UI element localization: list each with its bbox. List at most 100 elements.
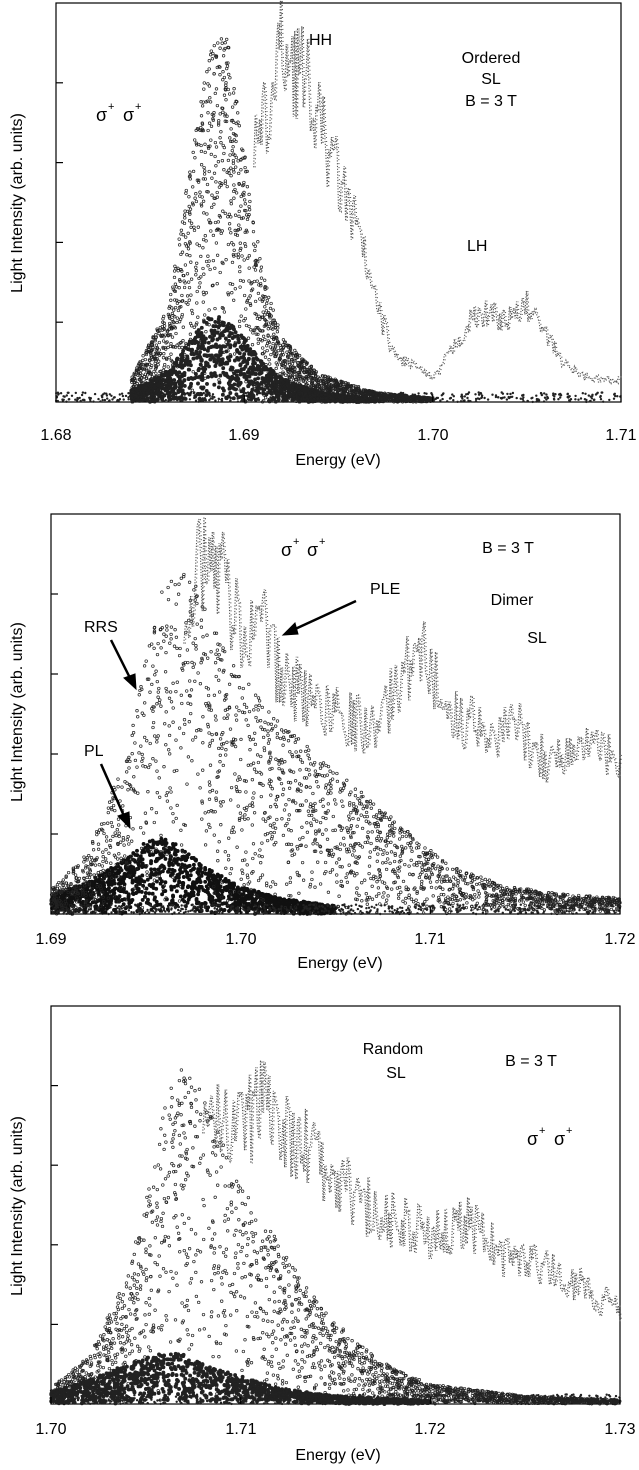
baseline-point bbox=[226, 396, 229, 399]
baseline-point bbox=[554, 393, 557, 396]
baseline-point bbox=[537, 398, 540, 401]
baseline-point bbox=[269, 396, 272, 399]
baseline-point bbox=[81, 391, 85, 394]
rrs-point bbox=[223, 112, 227, 116]
rrs-point bbox=[296, 364, 300, 368]
rrs-point bbox=[191, 203, 195, 207]
baseline-point bbox=[246, 391, 250, 394]
rrs-point bbox=[220, 181, 224, 186]
pl-point bbox=[236, 340, 241, 345]
baseline-point bbox=[361, 398, 364, 401]
rrs-point bbox=[240, 343, 245, 347]
rrs-point bbox=[242, 258, 246, 262]
pl-point bbox=[209, 881, 213, 885]
baseline-point bbox=[111, 398, 114, 401]
pl-point bbox=[212, 382, 217, 387]
rrs-point bbox=[227, 72, 231, 77]
pl-point bbox=[140, 398, 145, 403]
rrs-point bbox=[232, 196, 236, 200]
baseline-point bbox=[89, 400, 92, 403]
pl-point bbox=[154, 879, 159, 884]
rrs-point bbox=[225, 170, 229, 175]
rrs-point bbox=[266, 327, 270, 331]
pl-point bbox=[163, 369, 168, 374]
baseline-point bbox=[146, 392, 149, 395]
baseline-point bbox=[373, 397, 376, 400]
rrs-point bbox=[206, 264, 210, 268]
pl-point bbox=[145, 877, 150, 882]
sigma-glyph: σ bbox=[123, 105, 134, 125]
baseline-point bbox=[469, 400, 472, 403]
rrs-point bbox=[177, 357, 181, 361]
baseline-point bbox=[214, 399, 217, 402]
rrs-point bbox=[195, 261, 199, 265]
rrs-point bbox=[304, 383, 308, 387]
rrs-point bbox=[210, 205, 214, 210]
baseline-point bbox=[522, 393, 525, 397]
pl-point bbox=[202, 340, 207, 345]
baseline-point bbox=[399, 391, 403, 394]
pl-point bbox=[228, 391, 233, 395]
rrs-point bbox=[287, 343, 291, 348]
baseline-point bbox=[168, 398, 171, 402]
pl-point bbox=[235, 355, 240, 360]
sigma-superscript: + bbox=[135, 101, 141, 113]
rrs-point bbox=[174, 285, 179, 289]
rrs-point bbox=[275, 363, 280, 367]
baseline-point bbox=[456, 400, 459, 403]
pl-point bbox=[182, 383, 187, 388]
pl-point bbox=[218, 362, 223, 367]
baseline-point bbox=[319, 396, 322, 400]
rrs-point bbox=[182, 273, 186, 278]
rrs-point bbox=[219, 130, 223, 134]
rrs-point bbox=[353, 388, 358, 392]
baseline-point bbox=[522, 400, 525, 403]
baseline-point bbox=[417, 394, 420, 398]
baseline-point bbox=[65, 400, 68, 403]
rrs-point bbox=[236, 255, 241, 260]
rrs-point bbox=[231, 161, 236, 166]
rrs-point bbox=[148, 388, 153, 392]
rrs-point bbox=[233, 187, 237, 192]
pl-point bbox=[140, 873, 145, 878]
rrs-point bbox=[169, 342, 173, 346]
rrs-point bbox=[248, 294, 252, 298]
sigma-superscript: + bbox=[108, 101, 114, 113]
baseline-point bbox=[355, 395, 358, 399]
pl-point bbox=[135, 848, 139, 853]
baseline-point bbox=[151, 393, 154, 396]
pl-point bbox=[193, 372, 198, 376]
rrs-point bbox=[217, 119, 221, 123]
rrs-point bbox=[136, 373, 140, 377]
pl-point bbox=[195, 330, 200, 335]
rrs-point bbox=[172, 308, 176, 312]
rrs-point bbox=[181, 299, 185, 303]
baseline-point bbox=[154, 391, 158, 394]
pl-point bbox=[140, 897, 145, 902]
rrs-point bbox=[235, 376, 239, 380]
rrs-point bbox=[206, 128, 210, 133]
series-rrs bbox=[129, 37, 435, 404]
rrs-point bbox=[199, 363, 203, 367]
rrs-point bbox=[162, 324, 167, 328]
baseline-point bbox=[397, 395, 401, 399]
rrs-point bbox=[261, 298, 265, 302]
rrs-point bbox=[263, 313, 267, 317]
pl-point bbox=[256, 382, 261, 387]
rrs-point bbox=[284, 343, 288, 348]
baseline-point bbox=[420, 397, 424, 400]
pl-point bbox=[253, 377, 258, 382]
rrs-point bbox=[217, 328, 221, 332]
rrs-point bbox=[238, 265, 242, 269]
pl-point bbox=[227, 326, 232, 331]
baseline-point bbox=[193, 396, 196, 400]
rrs-point bbox=[214, 180, 218, 184]
rrs-point bbox=[201, 199, 206, 203]
rrs-point bbox=[240, 147, 244, 151]
rrs-point bbox=[143, 357, 148, 362]
pl-point bbox=[210, 338, 215, 343]
rrs-point bbox=[226, 345, 230, 349]
rrs-point bbox=[169, 323, 173, 327]
baseline-point bbox=[101, 398, 104, 402]
rrs-point bbox=[243, 156, 247, 160]
